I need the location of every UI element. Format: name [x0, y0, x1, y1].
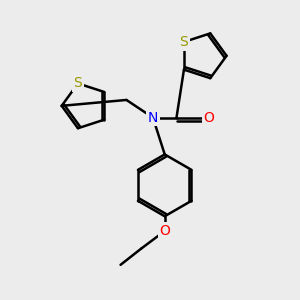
- Text: O: O: [159, 224, 170, 238]
- Text: S: S: [180, 35, 188, 49]
- Text: S: S: [74, 76, 82, 90]
- Text: N: N: [148, 111, 158, 124]
- Text: O: O: [203, 111, 214, 124]
